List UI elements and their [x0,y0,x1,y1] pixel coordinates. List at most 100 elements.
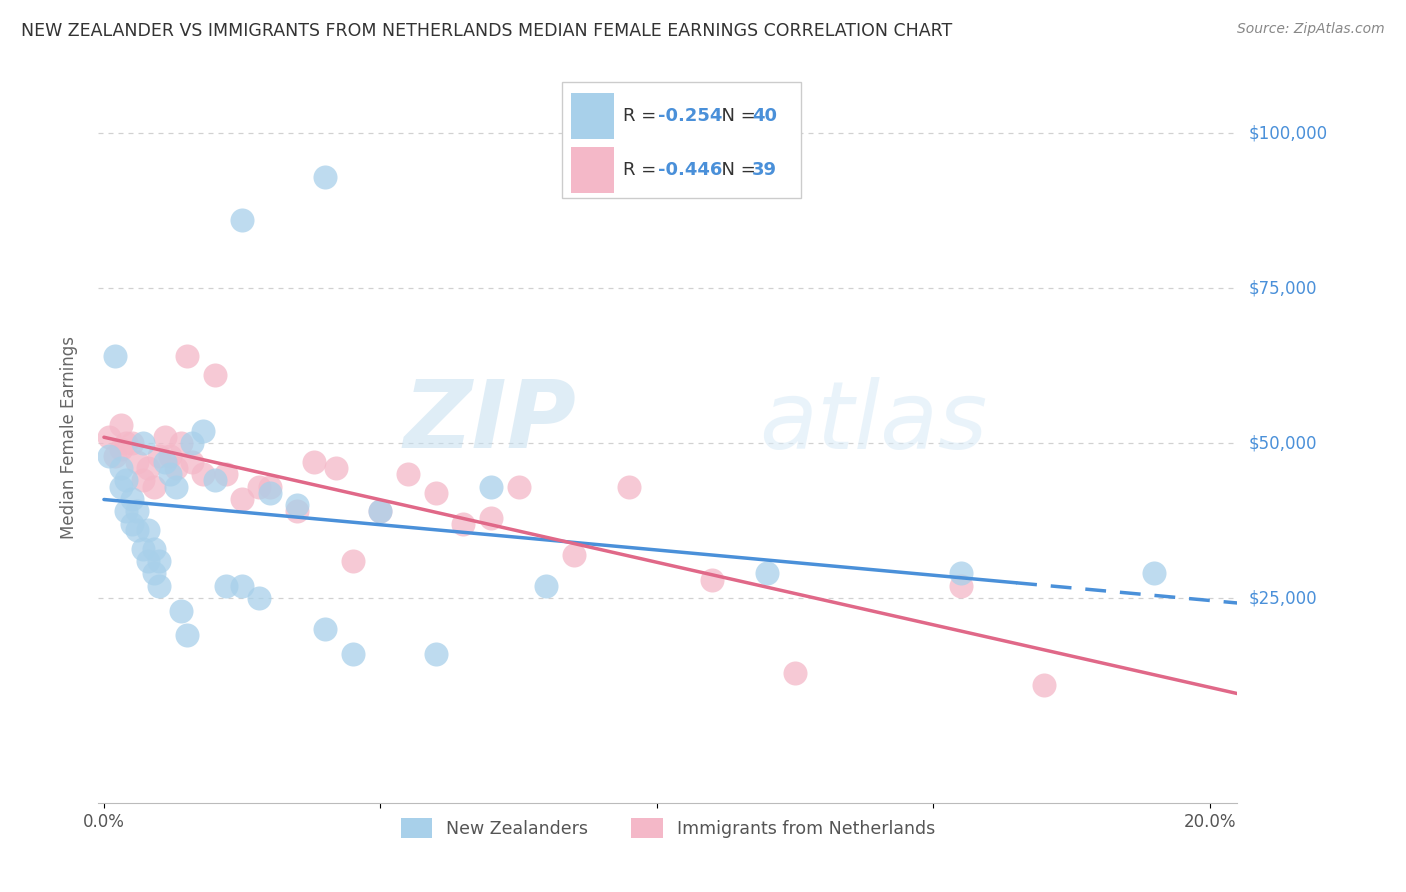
Point [110,480,132,494]
Point [396,467,419,482]
Text: -0.446: -0.446 [658,161,721,179]
Point [314,169,336,184]
Point [148,579,170,593]
Point [115,436,138,450]
Point [170,436,193,450]
Point [131,474,153,488]
Point [534,579,557,593]
Point [159,467,181,482]
Text: R =: R = [623,161,662,179]
Point [181,436,204,450]
Point [425,647,447,661]
Point [193,467,215,482]
Text: $50,000: $50,000 [1249,434,1317,452]
Point [148,554,170,568]
Point [142,566,165,581]
Point [342,554,364,568]
Text: -0.254: -0.254 [658,107,721,125]
Point [453,516,475,531]
Point [121,516,143,531]
Point [204,368,226,383]
Point [783,665,806,680]
Point [479,480,502,494]
Text: NEW ZEALANDER VS IMMIGRANTS FROM NETHERLANDS MEDIAN FEMALE EARNINGS CORRELATION : NEW ZEALANDER VS IMMIGRANTS FROM NETHERL… [21,22,952,40]
Point [115,474,138,488]
Point [193,424,215,438]
Point [231,491,253,506]
Point [104,350,127,364]
Point [231,579,253,593]
Point [98,430,121,444]
Point [287,504,309,518]
Point [259,480,281,494]
Point [214,579,236,593]
Point [287,498,309,512]
Point [165,480,187,494]
FancyBboxPatch shape [571,94,614,138]
Text: atlas: atlas [759,377,987,468]
Point [204,474,226,488]
Y-axis label: Median Female Earnings: Median Female Earnings [59,335,77,539]
Point [110,461,132,475]
Point [181,455,204,469]
Point [131,436,153,450]
Point [110,442,132,457]
Point [214,467,236,482]
Point [756,566,779,581]
Point [949,579,972,593]
Point [142,541,165,556]
Point [148,449,170,463]
Point [302,455,325,469]
Point [98,449,121,463]
Point [425,486,447,500]
Text: 39: 39 [752,161,778,179]
Point [700,573,723,587]
FancyBboxPatch shape [571,147,614,193]
Point [170,604,193,618]
Point [247,591,270,606]
Text: 40: 40 [752,107,778,125]
Point [247,480,270,494]
Text: $100,000: $100,000 [1249,124,1327,143]
Text: R =: R = [623,107,662,125]
Text: Source: ZipAtlas.com: Source: ZipAtlas.com [1237,22,1385,37]
Point [127,504,149,518]
Point [479,510,502,524]
Point [231,213,253,227]
Text: $75,000: $75,000 [1249,279,1317,297]
Point [121,491,143,506]
Point [136,523,159,537]
Point [1143,566,1166,581]
Point [176,628,198,642]
Point [325,461,347,475]
Point [104,449,127,463]
Point [136,554,159,568]
Point [159,449,181,463]
Point [370,504,392,518]
Point [370,504,392,518]
Point [949,566,972,581]
Point [136,461,159,475]
Point [314,622,336,636]
Point [617,480,640,494]
Point [508,480,530,494]
Text: N =: N = [710,161,762,179]
Point [165,461,187,475]
Point [127,523,149,537]
Point [153,455,176,469]
FancyBboxPatch shape [562,82,801,198]
Point [110,417,132,432]
Point [121,436,143,450]
Point [259,486,281,500]
Point [115,504,138,518]
Point [127,455,149,469]
Text: ZIP: ZIP [404,376,576,468]
Point [176,350,198,364]
Legend: New Zealanders, Immigrants from Netherlands: New Zealanders, Immigrants from Netherla… [394,812,942,846]
Text: $25,000: $25,000 [1249,590,1317,607]
Point [342,647,364,661]
Point [153,430,176,444]
Point [1032,678,1054,692]
Point [562,548,585,562]
Point [131,541,153,556]
